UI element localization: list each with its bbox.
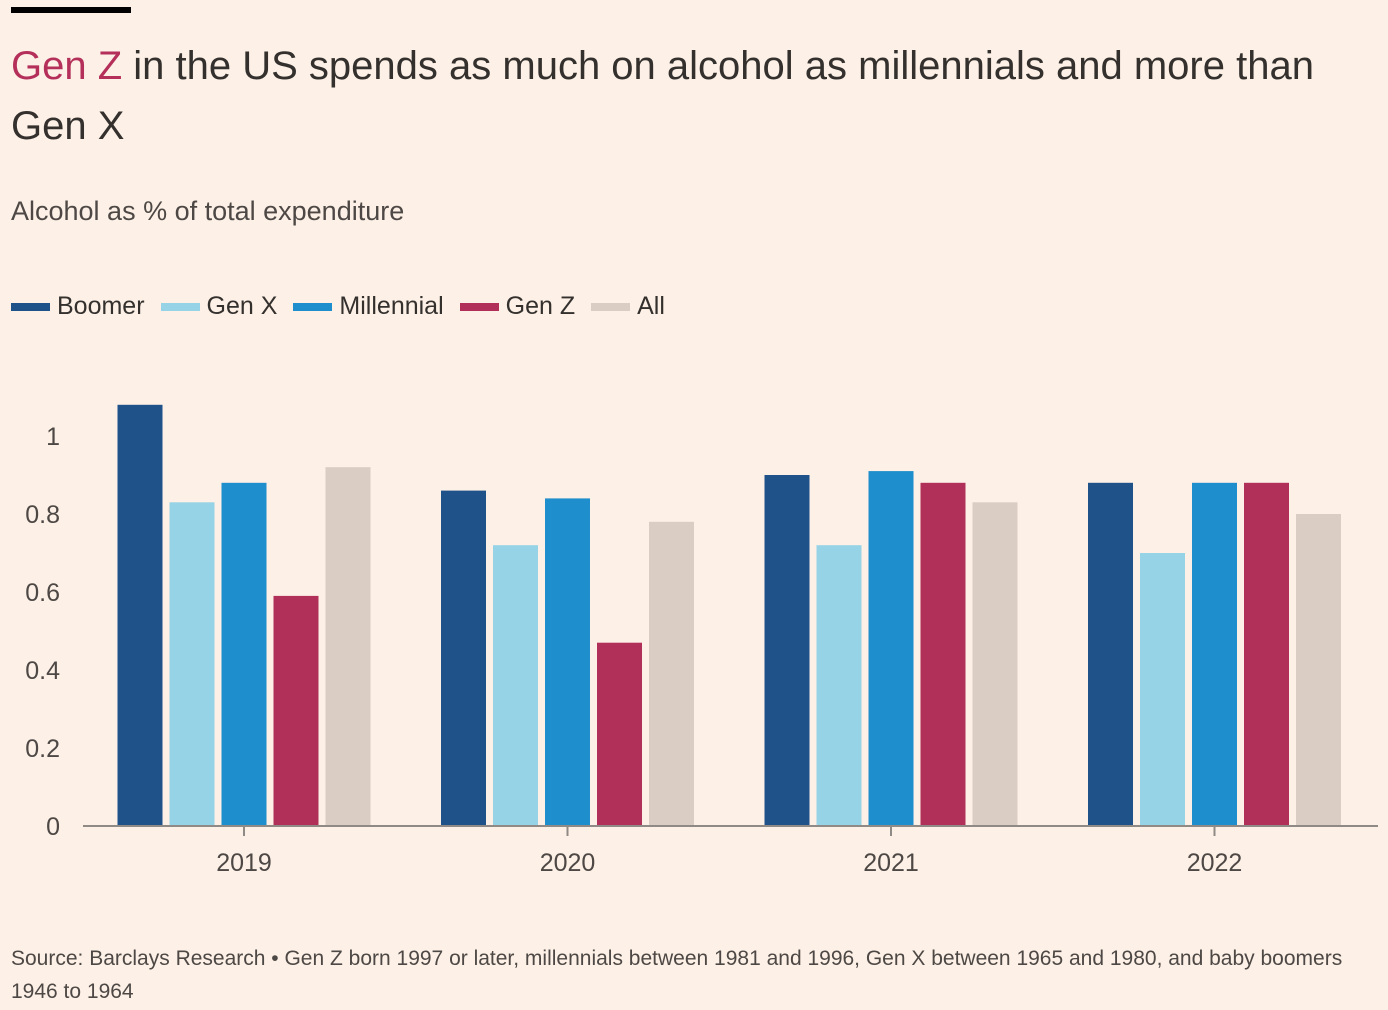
bar bbox=[1192, 482, 1237, 826]
legend-label-gen-z: Gen Z bbox=[505, 292, 576, 320]
x-tick-label: 2020 bbox=[540, 849, 596, 877]
source-note: Source: Barclays Research • Gen Z born 1… bbox=[11, 947, 1343, 1003]
bar bbox=[868, 471, 914, 826]
legend-item-millennial: Millennial bbox=[293, 292, 444, 321]
bar bbox=[1140, 553, 1185, 826]
legend-label-all: All bbox=[637, 292, 665, 320]
bar bbox=[169, 502, 215, 826]
bar bbox=[920, 482, 966, 826]
bar bbox=[1296, 514, 1341, 826]
legend-swatch-all bbox=[591, 302, 631, 311]
bar bbox=[1088, 482, 1133, 826]
bar bbox=[649, 521, 694, 826]
x-tick-label: 2019 bbox=[216, 849, 272, 877]
y-tick-label: 0.8 bbox=[25, 501, 60, 529]
legend-label-boomer: Boomer bbox=[57, 292, 145, 320]
y-tick-label: 0 bbox=[46, 813, 60, 841]
legend-swatch-gen-x bbox=[160, 302, 200, 311]
bar bbox=[972, 502, 1018, 826]
bar bbox=[764, 475, 810, 826]
bar bbox=[597, 642, 642, 826]
legend-item-all: All bbox=[591, 292, 665, 321]
bar bbox=[117, 404, 163, 826]
bar bbox=[545, 498, 590, 826]
y-tick-label: 0.2 bbox=[25, 735, 60, 763]
legend-swatch-boomer bbox=[11, 302, 50, 311]
legend-item-gen-z: Gen Z bbox=[459, 292, 576, 321]
bar bbox=[221, 482, 267, 826]
legend-label-gen-x: Gen X bbox=[206, 292, 278, 320]
chart-legend: Boomer Gen X Millennial Gen Z All bbox=[11, 292, 681, 321]
legend-item-gen-x: Gen X bbox=[160, 292, 278, 321]
legend-label-millennial: Millennial bbox=[339, 292, 444, 320]
chart-subtitle: Alcohol as % of total expenditure bbox=[11, 196, 405, 226]
bar bbox=[441, 490, 486, 826]
legend-swatch-millennial bbox=[293, 302, 333, 311]
x-tick-label: 2021 bbox=[863, 849, 919, 877]
y-tick-label: 0.6 bbox=[25, 579, 60, 607]
title-highlight: Gen Z bbox=[11, 44, 123, 88]
legend-item-boomer: Boomer bbox=[11, 292, 145, 321]
bar bbox=[325, 467, 371, 826]
legend-swatch-gen-z bbox=[459, 302, 499, 311]
bar bbox=[273, 595, 319, 826]
y-tick-label: 0.4 bbox=[25, 657, 60, 685]
bar-chart: 0 0.2 0.4 0.6 0.8 1 2019 2020 2021 2022 bbox=[25, 404, 1378, 877]
title-text: in the US spends as much on alcohol as m… bbox=[11, 44, 1314, 148]
bar bbox=[493, 545, 538, 826]
chart-title: Gen Z in the US spends as much on alcoho… bbox=[11, 36, 1371, 156]
bar bbox=[1244, 482, 1289, 826]
y-tick-label: 1 bbox=[46, 423, 60, 451]
bar bbox=[816, 545, 862, 826]
x-tick-label: 2022 bbox=[1187, 849, 1243, 877]
top-accent-bar bbox=[11, 7, 131, 13]
